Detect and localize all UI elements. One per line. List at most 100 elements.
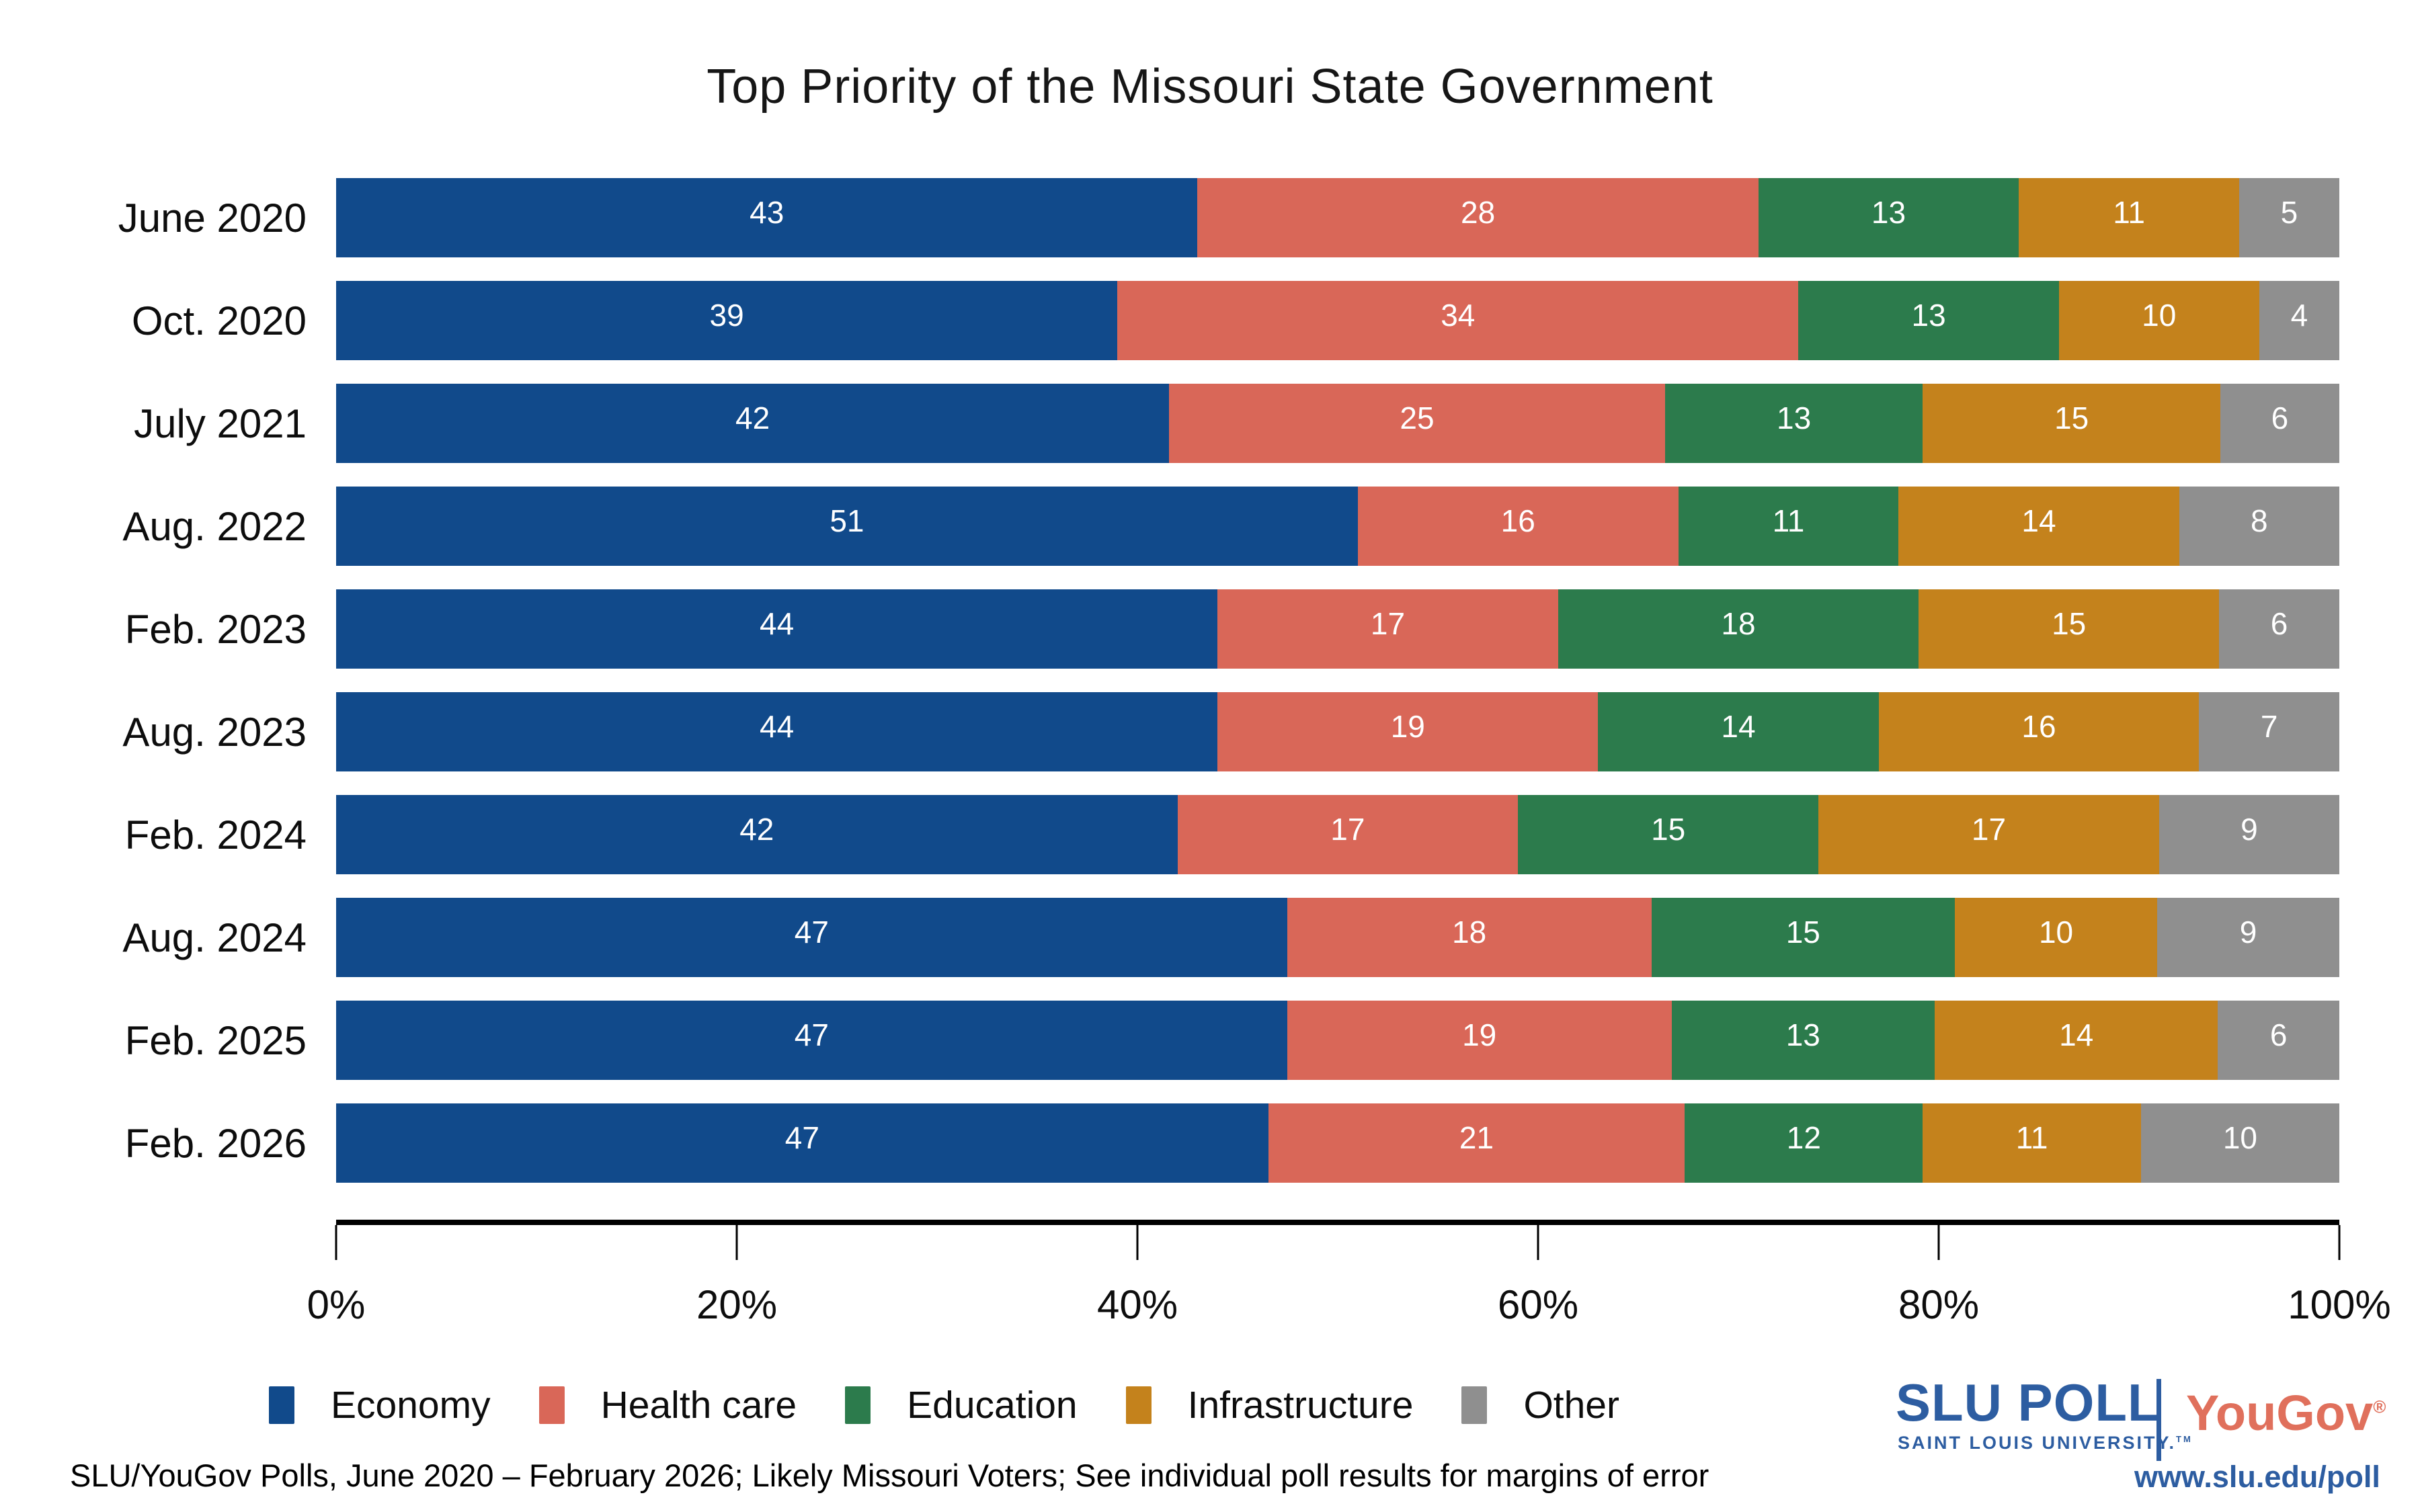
bar-value-label: 6	[2271, 401, 2289, 435]
bar-segment-infrastructure: 15	[1923, 384, 2220, 463]
legend-label-infrastructure: Infrastructure	[1187, 1384, 1414, 1427]
bar-segment-education: 13	[1798, 281, 2059, 360]
bar-value-label: 13	[1785, 1017, 1820, 1052]
bar-value-label: 15	[2054, 401, 2089, 435]
bar-row-june-2020: June 2020 43 28 13 11 5	[118, 178, 2339, 257]
bar-value-label: 13	[1871, 195, 1906, 230]
bar-segment-economy: 47	[336, 1103, 1268, 1183]
bar-row-aug-2024: Aug. 2024 47 18 15 10 9	[122, 898, 2339, 977]
bar-value-label: 9	[2239, 915, 2257, 950]
bar-value-label: 39	[709, 298, 744, 333]
legend-swatch-economy	[269, 1386, 294, 1424]
legend-swatch-education	[845, 1386, 871, 1424]
bar-value-label: 25	[1400, 401, 1435, 435]
bar-value-label: 10	[2142, 298, 2177, 333]
x-axis-tick-20-	[735, 1225, 738, 1260]
bar-value-label: 14	[2021, 503, 2056, 538]
bar-segment-education: 13	[1758, 178, 2019, 257]
x-axis-tick-0-	[335, 1225, 337, 1260]
x-axis-tick-label-60-: 60%	[1497, 1282, 1579, 1327]
bar-segment-economy: 42	[336, 795, 1178, 874]
legend-label-education: Education	[907, 1384, 1078, 1427]
bar-segment-health-care: 17	[1177, 795, 1519, 874]
row-label-june-2020: June 2020	[118, 195, 307, 241]
bar-segment-economy: 47	[336, 1001, 1287, 1080]
bar-segment-other: 9	[2157, 898, 2339, 977]
bar-value-label: 14	[2059, 1017, 2094, 1052]
bar-value-label: 11	[1772, 503, 1805, 538]
bar-segment-other: 10	[2140, 1103, 2339, 1183]
legend-item-economy: Economy	[269, 1383, 491, 1427]
bar-segment-infrastructure: 14	[1934, 1001, 2218, 1080]
row-label-feb-2025: Feb. 2025	[124, 1017, 307, 1063]
bar-value-label: 7	[2260, 709, 2278, 744]
bar-segment-health-care: 16	[1357, 487, 1679, 566]
bar-segment-infrastructure: 16	[1878, 692, 2200, 771]
x-axis-tick-60-	[1537, 1225, 1539, 1260]
bar-value-label: 14	[1721, 709, 1756, 744]
legend-item-other: Other	[1461, 1383, 1619, 1427]
legend: Economy Health care Education Infrastructur…	[269, 1383, 1668, 1427]
x-axis-tick-label-20-: 20%	[696, 1282, 778, 1327]
bar-value-label: 19	[1462, 1017, 1497, 1052]
chart-title: Top Priority of the Missouri State Gover…	[707, 60, 1713, 114]
bar-segment-economy: 44	[336, 692, 1218, 771]
bar-value-label: 5	[2280, 195, 2298, 230]
bar-value-label: 4	[2290, 298, 2308, 333]
bar-segment-health-care: 28	[1197, 178, 1759, 257]
legend-label-other: Other	[1523, 1384, 1619, 1427]
bar-value-label: 18	[1721, 606, 1756, 641]
bar-value-label: 6	[2270, 606, 2288, 641]
x-axis-tick-100-	[2338, 1225, 2341, 1260]
bar-segment-infrastructure: 10	[2058, 281, 2259, 360]
bar-segment-infrastructure: 11	[2019, 178, 2239, 257]
bar-row-feb-2026: Feb. 2026 47 21 12 11 10	[125, 1103, 2339, 1183]
bar-segment-health-care: 34	[1117, 281, 1799, 360]
stacked-bar-plot: June 2020 43 28 13 11 5 Oct. 2020 39 34 13 10 4 July…	[118, 178, 2339, 1206]
bar-value-label: 47	[794, 915, 829, 950]
bar-value-label: 18	[1452, 915, 1487, 950]
bar-segment-health-care: 18	[1287, 898, 1652, 977]
row-label-aug-2022: Aug. 2022	[122, 503, 307, 549]
legend-label-health-care: Health care	[600, 1384, 797, 1427]
bar-segment-health-care: 17	[1217, 589, 1558, 669]
poll-url: www.slu.edu/poll	[2134, 1460, 2380, 1494]
bar-value-label: 15	[1651, 812, 1686, 847]
bar-segment-infrastructure: 17	[1818, 795, 2159, 874]
registered-mark: ®	[2373, 1396, 2386, 1417]
bar-row-oct-2020: Oct. 2020 39 34 13 10 4	[132, 281, 2339, 360]
bar-segment-other: 8	[2179, 487, 2339, 566]
bar-segment-other: 6	[2218, 1001, 2339, 1080]
bar-value-label: 42	[735, 401, 770, 435]
bar-value-label: 11	[2113, 195, 2145, 230]
row-label-feb-2023: Feb. 2023	[124, 606, 307, 652]
bar-segment-economy: 43	[336, 178, 1198, 257]
bar-value-label: 44	[760, 606, 795, 641]
bar-segment-other: 5	[2238, 178, 2339, 257]
bar-value-label: 12	[1786, 1120, 1821, 1155]
x-axis-tick-label-0-: 0%	[307, 1282, 366, 1327]
x-axis-tick-label-80-: 80%	[1898, 1282, 1980, 1327]
bar-row-aug-2023: Aug. 2023 44 19 14 16 7	[122, 692, 2339, 771]
bar-value-label: 19	[1390, 709, 1425, 744]
bar-value-label: 47	[794, 1017, 829, 1052]
logo-divider	[2156, 1379, 2161, 1461]
bar-value-label: 42	[739, 812, 774, 847]
bar-row-feb-2025: Feb. 2025 47 19 13 14 6	[125, 1001, 2339, 1080]
bar-value-label: 43	[750, 195, 784, 230]
bar-segment-other: 9	[2159, 795, 2339, 874]
bar-segment-education: 11	[1678, 487, 1899, 566]
trademark-mark: TM	[2176, 1434, 2193, 1444]
bar-value-label: 16	[2021, 709, 2056, 744]
bar-segment-education: 13	[1671, 1001, 1935, 1080]
bar-segment-health-care: 19	[1217, 692, 1599, 771]
bar-segment-education: 18	[1558, 589, 1919, 669]
bar-value-label: 44	[760, 709, 795, 744]
bar-row-feb-2024: Feb. 2024 42 17 15 17 9	[125, 795, 2339, 874]
legend-label-economy: Economy	[331, 1384, 491, 1427]
bar-row-aug-2022: Aug. 2022 51 16 11 14 8	[122, 487, 2339, 566]
bar-value-label: 15	[1785, 915, 1820, 950]
bar-value-label: 47	[784, 1120, 819, 1155]
row-label-feb-2024: Feb. 2024	[124, 812, 307, 857]
